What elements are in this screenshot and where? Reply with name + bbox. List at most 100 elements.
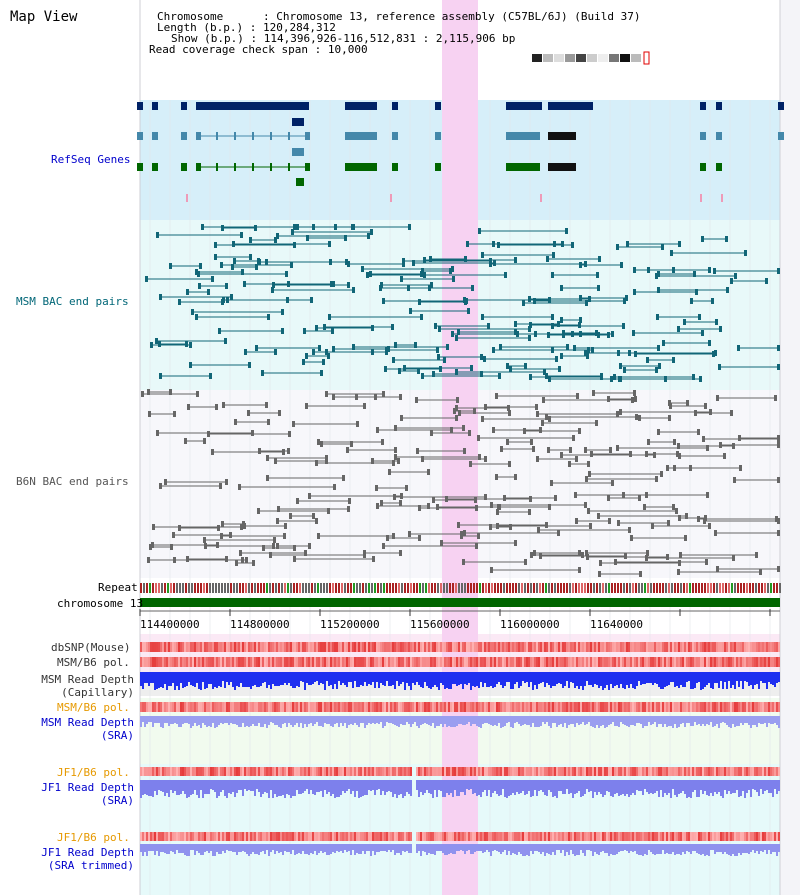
msm-end: [545, 373, 548, 379]
info-chromosome: Chromosome : Chromosome 13, reference as…: [157, 10, 641, 23]
msm-b6-pol-heat: [764, 657, 766, 667]
msm-b6-pol-heat: [458, 657, 460, 667]
msm-sra-depth: [440, 716, 442, 724]
msm-sra-depth: [518, 716, 520, 724]
jf1-b6-pol-heat: [392, 767, 394, 776]
msm-b6-pol-heat-2: [620, 702, 622, 712]
msm-end: [625, 295, 628, 301]
jf1-trim-depth: [288, 844, 290, 852]
jf1-sra-depth: [450, 780, 452, 793]
msm-cap-depth: [484, 672, 486, 683]
repeat-mark: [563, 583, 565, 593]
track-label-msm-depth-sra[interactable]: MSM Read Depth (SRA): [30, 716, 134, 742]
info-show-value: 114,396,926-116,512,831 : 2,115,906 bp: [263, 32, 516, 45]
track-label-msm-bac[interactable]: MSM BAC end pairs: [16, 295, 129, 308]
track-label-refseq[interactable]: RefSeq Genes: [51, 153, 131, 166]
msm-b6-pol-heat: [286, 657, 288, 667]
jf1-b6-pol-heat: [776, 767, 778, 776]
jf1-sra-depth: [572, 780, 574, 798]
jf1-sra-depth: [182, 780, 184, 791]
track-label-jf1-b6-pol-2[interactable]: JF1/B6 pol.: [57, 831, 130, 844]
repeat-mark: [290, 583, 292, 593]
dbsnp-heat: [580, 642, 582, 652]
gene-marker: [778, 132, 784, 140]
jf1-sra-depth: [154, 780, 156, 791]
jf1-trim-depth: [540, 844, 542, 854]
dbsnp-heat: [742, 642, 744, 652]
msm-b6-pol-heat-2: [776, 702, 778, 712]
dbsnp-heat: [486, 642, 488, 652]
repeat-mark: [482, 583, 484, 593]
jf1-trim-depth: [164, 844, 166, 853]
jf1-trim-depth: [218, 844, 220, 854]
jf1-b6-pol-heat-2: [512, 832, 514, 841]
dbsnp-heat: [360, 642, 362, 652]
msm-b6-pol-heat: [296, 657, 298, 667]
repeat-mark: [359, 583, 361, 593]
msm-end: [271, 287, 274, 293]
repeat-mark: [383, 583, 385, 593]
jf1-trim-depth: [156, 844, 158, 851]
track-label-msm-b6-pol-1[interactable]: MSM/B6 pol.: [57, 656, 130, 669]
jf1-trim-depth: [634, 844, 636, 851]
msm-b6-pol-heat-2: [394, 702, 396, 712]
track-label-b6n-bac[interactable]: B6N BAC end pairs: [16, 475, 129, 488]
track-label-msm-b6-pol-2[interactable]: MSM/B6 pol.: [57, 701, 130, 714]
b6n-end: [475, 543, 478, 549]
msm-b6-pol-heat: [672, 657, 674, 667]
jf1-b6-pol-heat: [388, 767, 390, 776]
msm-b6-pol-heat: [724, 657, 726, 667]
msm-sra-depth: [484, 716, 486, 723]
b6n-end: [240, 524, 243, 530]
b6n-end: [716, 395, 719, 401]
repeat-mark: [500, 583, 502, 593]
msm-b6-pol-heat: [304, 657, 306, 667]
msm-b6-pol-heat-2: [602, 702, 604, 712]
b6n-end: [211, 449, 214, 455]
jf1-b6-pol-heat-2: [730, 832, 732, 841]
track-label-jf1-b6-pol-1[interactable]: JF1/B6 pol.: [57, 766, 130, 779]
dbsnp-heat: [552, 642, 554, 652]
msm-cap-depth: [684, 672, 686, 687]
dbsnp-heat: [730, 642, 732, 652]
dbsnp-heat: [146, 642, 148, 652]
jf1-sra-depth: [346, 780, 348, 791]
track-label-jf1-depth-sra[interactable]: JF1 Read Depth (SRA): [30, 781, 134, 807]
jf1-sra-depth: [588, 780, 590, 792]
track-label-jf1-depth-trim[interactable]: JF1 Read Depth (SRA trimmed): [30, 846, 134, 872]
jf1-sra-depth: [722, 780, 724, 798]
jf1-trim-depth: [766, 844, 768, 854]
msm-end: [617, 350, 620, 356]
jf1-b6-pol-heat: [466, 767, 468, 776]
track-label-dbsnp[interactable]: dbSNP(Mouse): [51, 641, 131, 654]
repeat-mark: [620, 583, 622, 593]
msm-end: [455, 335, 458, 341]
msm-end: [611, 331, 614, 337]
msm-sra-depth: [300, 716, 302, 723]
b6n-end: [372, 556, 375, 562]
msm-end: [274, 349, 277, 355]
msm-b6-pol-heat-2: [352, 702, 354, 712]
msm-sra-depth: [154, 716, 156, 723]
track-label-chromosome[interactable]: chromosome 13: [57, 597, 144, 610]
track-label-msm-depth-cap[interactable]: MSM Read Depth (Capillary): [30, 673, 134, 699]
track-label-repeat[interactable]: Repeat: [98, 581, 138, 594]
msm-b6-pol-heat: [486, 657, 488, 667]
dbsnp-heat: [642, 642, 644, 652]
jf1-sra-depth: [222, 780, 224, 790]
msm-cap-depth: [172, 672, 174, 683]
msm-cap-depth: [298, 672, 300, 687]
jf1-sra-depth: [442, 780, 444, 797]
msm-end: [428, 285, 431, 291]
repeat-mark: [767, 583, 769, 593]
msm-b6-pol-heat: [280, 657, 282, 667]
msm-end: [197, 271, 200, 277]
jf1-b6-pol-heat-2: [614, 832, 616, 841]
msm-end: [328, 314, 331, 320]
jf1-trim-depth: [702, 844, 704, 854]
msm-b6-pol-heat-2: [772, 702, 774, 712]
jf1-b6-pol-heat: [468, 767, 470, 776]
msm-b6-pol-heat: [516, 657, 518, 667]
jf1-b6-pol-heat: [644, 767, 646, 776]
msm-end: [712, 351, 715, 357]
